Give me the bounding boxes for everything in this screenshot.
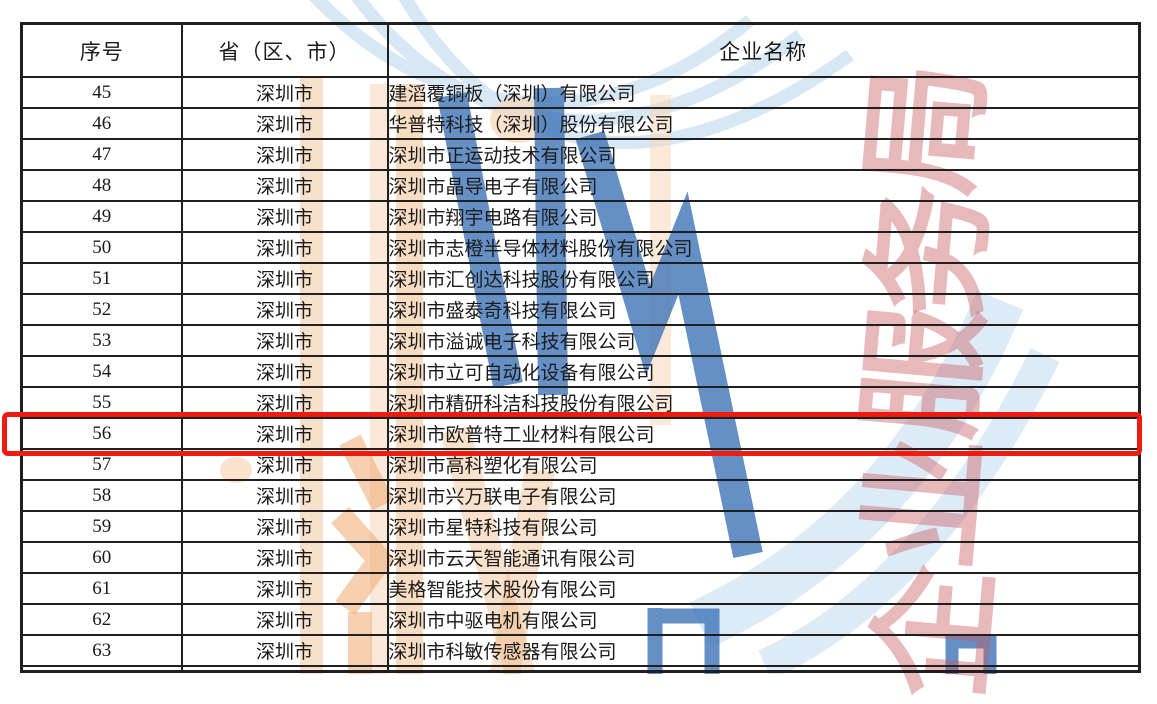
table-row: 58 深圳市 深圳市兴万联电子有限公司: [20, 479, 1141, 512]
table-row: 51 深圳市 深圳市汇创达科技股份有限公司: [20, 262, 1141, 295]
cell-serial: 48: [20, 169, 183, 202]
cell-company: 深圳市盛泰奇科技有限公司: [386, 293, 1141, 326]
cell-empty: [386, 665, 1141, 672]
cell-serial: 57: [20, 448, 183, 481]
cell-company: 深圳市欧普特工业材料有限公司: [386, 417, 1141, 450]
cell-company: 深圳市中驱电机有限公司: [386, 603, 1141, 636]
cell-company: 深圳市高科塑化有限公司: [386, 448, 1141, 481]
cell-province: 深圳市: [180, 417, 389, 450]
cell-serial: 52: [20, 293, 183, 326]
cell-province: 深圳市: [180, 138, 389, 171]
table-row: 61 深圳市 美格智能技术股份有限公司: [20, 572, 1141, 605]
table-row: 62 深圳市 深圳市中驱电机有限公司: [20, 603, 1141, 636]
cell-serial: 58: [20, 479, 183, 512]
cell-province: 深圳市: [180, 76, 389, 109]
cell-province: 深圳市: [180, 107, 389, 140]
cell-province: 深圳市: [180, 386, 389, 419]
cell-company: 深圳市晶导电子有限公司: [386, 169, 1141, 202]
cell-province: 深圳市: [180, 448, 389, 481]
cell-company: 深圳市星特科技有限公司: [386, 510, 1141, 543]
header-row: 序号 省（区、市） 企业名称: [20, 22, 1141, 78]
cell-serial: 51: [20, 262, 183, 295]
table-row: 46 深圳市 华普特科技（深圳）股份有限公司: [20, 107, 1141, 140]
cell-serial: 61: [20, 572, 183, 605]
table-row: 55 深圳市 深圳市精研科洁科技股份有限公司: [20, 386, 1141, 419]
header-province: 省（区、市）: [180, 22, 389, 78]
table-row: 50 深圳市 深圳市志橙半导体材料股份有限公司: [20, 231, 1141, 264]
table-row: 49 深圳市 深圳市翔宇电路有限公司: [20, 200, 1141, 233]
cell-serial: 56: [20, 417, 183, 450]
cell-company: 深圳市精研科洁科技股份有限公司: [386, 386, 1141, 419]
cell-company: 华普特科技（深圳）股份有限公司: [386, 107, 1141, 140]
cell-serial: 50: [20, 231, 183, 264]
cell-serial: 53: [20, 324, 183, 357]
cell-empty: [20, 665, 183, 672]
table-row: 52 深圳市 深圳市盛泰奇科技有限公司: [20, 293, 1141, 326]
cell-company: 深圳市兴万联电子有限公司: [386, 479, 1141, 512]
cell-company: 美格智能技术股份有限公司: [386, 572, 1141, 605]
cell-province: 深圳市: [180, 355, 389, 388]
table-row: 63 深圳市 深圳市科敏传感器有限公司: [20, 634, 1141, 667]
table-row: 48 深圳市 深圳市晶导电子有限公司: [20, 169, 1141, 202]
table-row: 59 深圳市 深圳市星特科技有限公司: [20, 510, 1141, 543]
cell-province: 深圳市: [180, 634, 389, 667]
cell-serial: 59: [20, 510, 183, 543]
cell-province: 深圳市: [180, 541, 389, 574]
cell-serial: 47: [20, 138, 183, 171]
cell-province: 深圳市: [180, 262, 389, 295]
cell-serial: 60: [20, 541, 183, 574]
cell-province: 深圳市: [180, 510, 389, 543]
cell-serial: 63: [20, 634, 183, 667]
cell-province: 深圳市: [180, 169, 389, 202]
table-row: 53 深圳市 深圳市溢诚电子科技有限公司: [20, 324, 1141, 357]
table-row: 60 深圳市 深圳市云天智能通讯有限公司: [20, 541, 1141, 574]
cell-company: 深圳市溢诚电子科技有限公司: [386, 324, 1141, 357]
cell-serial: 54: [20, 355, 183, 388]
cell-company: 深圳市立可自动化设备有限公司: [386, 355, 1141, 388]
cell-company: 深圳市志橙半导体材料股份有限公司: [386, 231, 1141, 264]
company-list-table: 序号 省（区、市） 企业名称 45 深圳市 建滔覆铜板（深圳）有限公司 46 深…: [20, 22, 1141, 673]
cell-province: 深圳市: [180, 293, 389, 326]
cell-serial: 55: [20, 386, 183, 419]
table-row: 47 深圳市 深圳市正运动技术有限公司: [20, 138, 1141, 171]
cell-serial: 45: [20, 76, 183, 109]
cell-serial: 62: [20, 603, 183, 636]
cell-province: 深圳市: [180, 200, 389, 233]
table-row: 45 深圳市 建滔覆铜板（深圳）有限公司: [20, 76, 1141, 109]
cell-serial: 46: [20, 107, 183, 140]
cell-company: 建滔覆铜板（深圳）有限公司: [386, 76, 1141, 109]
cell-company: 深圳市云天智能通讯有限公司: [386, 541, 1141, 574]
table-row: 57 深圳市 深圳市高科塑化有限公司: [20, 448, 1141, 481]
cell-company: 深圳市科敏传感器有限公司: [386, 634, 1141, 667]
cell-empty: [180, 665, 389, 672]
cell-company: 深圳市汇创达科技股份有限公司: [386, 262, 1141, 295]
cell-province: 深圳市: [180, 603, 389, 636]
header-company-name: 企业名称: [386, 22, 1141, 78]
cell-province: 深圳市: [180, 324, 389, 357]
cell-company: 深圳市正运动技术有限公司: [386, 138, 1141, 171]
cell-province: 深圳市: [180, 572, 389, 605]
header-serial-number: 序号: [20, 22, 183, 78]
table-row-highlighted: 56 深圳市 深圳市欧普特工业材料有限公司: [20, 417, 1141, 450]
clipped-next-row: [20, 665, 1141, 672]
cell-province: 深圳市: [180, 479, 389, 512]
table-row: 54 深圳市 深圳市立可自动化设备有限公司: [20, 355, 1141, 388]
cell-province: 深圳市: [180, 231, 389, 264]
cell-company: 深圳市翔宇电路有限公司: [386, 200, 1141, 233]
cell-serial: 49: [20, 200, 183, 233]
